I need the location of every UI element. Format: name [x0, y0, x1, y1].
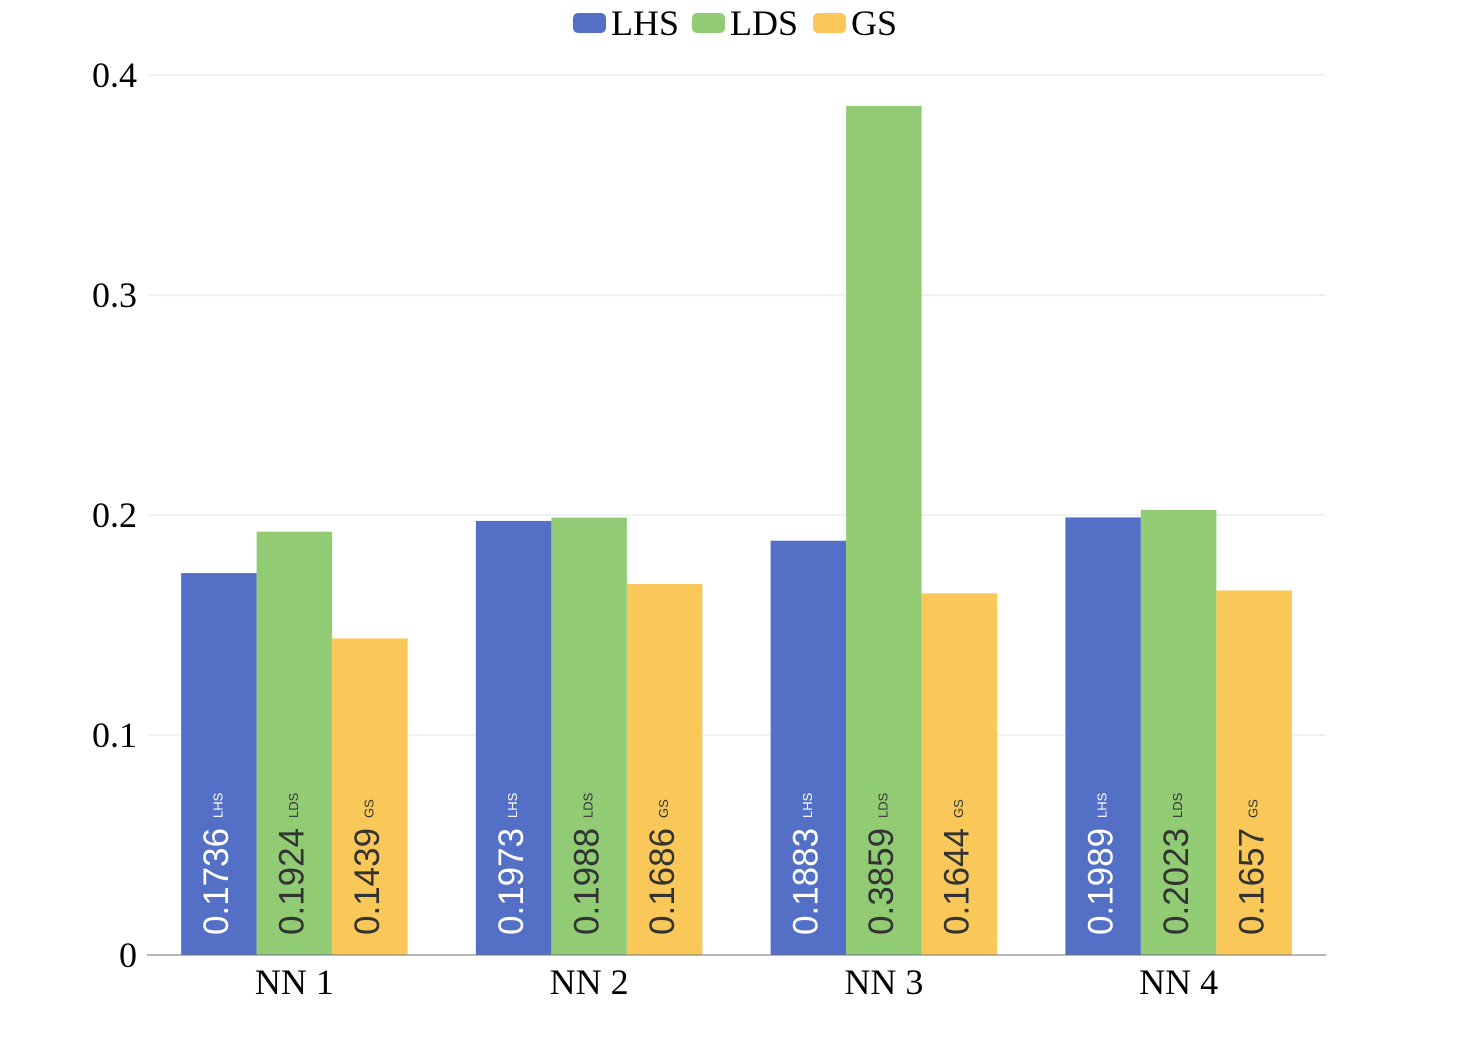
- legend-label-lhs: LHS: [611, 3, 679, 43]
- bar-value-label: 0.1686: [643, 828, 682, 935]
- bar-value-label: 0.1736: [197, 828, 236, 935]
- bar-value-label: 0.1657: [1232, 828, 1271, 935]
- bar-lhs: [1065, 517, 1141, 955]
- y-tick-label: 0: [119, 935, 137, 975]
- x-tick-label: NN 2: [550, 962, 629, 1002]
- bar-lhs: [475, 520, 552, 955]
- bar-series-label: LDS: [1170, 792, 1185, 818]
- bar-lds: [256, 531, 333, 955]
- bar-value-label: 0.1644: [938, 828, 977, 935]
- legend-swatch-lhs: [573, 13, 606, 33]
- x-tick-label: NN 3: [844, 962, 923, 1002]
- bar-lds: [846, 106, 922, 955]
- legend: LHS LDS GS: [573, 3, 897, 43]
- bar-value-label: 0.1989: [1081, 828, 1120, 935]
- bar-lds: [551, 517, 627, 955]
- bar-lhs: [770, 540, 847, 955]
- bar-lds: [1140, 509, 1217, 955]
- bar-value-label: 0.1439: [348, 828, 387, 935]
- bar-value-label: 0.1883: [787, 828, 826, 935]
- bar-value-label: 0.2023: [1157, 828, 1196, 935]
- bar-series-label: GS: [361, 799, 376, 818]
- legend-label-lds: LDS: [730, 3, 798, 43]
- y-tick-label: 0.4: [92, 55, 137, 95]
- legend-label-gs: GS: [851, 3, 897, 43]
- bar-gs: [626, 584, 703, 955]
- bar-value-label: 0.3859: [862, 828, 901, 935]
- bar-series-label: LDS: [286, 792, 301, 818]
- x-tick-label: NN 1: [255, 962, 334, 1002]
- bars: 0.1736 LHS 0.1924 LDS 0.1439 GS 0.1973 LHS 0.198…: [181, 106, 1292, 955]
- bar-value-label: 0.1973: [492, 828, 531, 935]
- x-tick-label: NN 4: [1139, 962, 1218, 1002]
- bar-lhs: [181, 573, 257, 955]
- bar-gs: [1216, 590, 1292, 955]
- bar-series-label: LHS: [1095, 792, 1110, 818]
- bar-series-label: GS: [656, 799, 671, 818]
- bar-series-label: LHS: [210, 792, 225, 818]
- bar-series-label: LHS: [505, 792, 520, 818]
- y-tick-label: 0.3: [92, 275, 137, 315]
- y-tick-label: 0.2: [92, 495, 137, 535]
- legend-swatch-gs: [813, 13, 846, 33]
- bar-value-label: 0.1988: [567, 828, 606, 935]
- bar-series-label: GS: [1246, 799, 1261, 818]
- y-axis: 0 0.1 0.2 0.3 0.4: [92, 55, 137, 975]
- bar-gs: [921, 593, 998, 955]
- bar-series-label: LDS: [581, 792, 596, 818]
- x-axis: NN 1 NN 2 NN 3 NN 4: [147, 954, 1326, 1002]
- y-tick-label: 0.1: [92, 715, 137, 755]
- bar-series-label: LHS: [800, 792, 815, 818]
- bar-gs: [332, 638, 408, 955]
- bar-series-label: LDS: [875, 792, 890, 818]
- bar-value-label: 0.1924: [273, 828, 312, 935]
- legend-swatch-lds: [692, 13, 725, 33]
- bar-series-label: GS: [951, 799, 966, 818]
